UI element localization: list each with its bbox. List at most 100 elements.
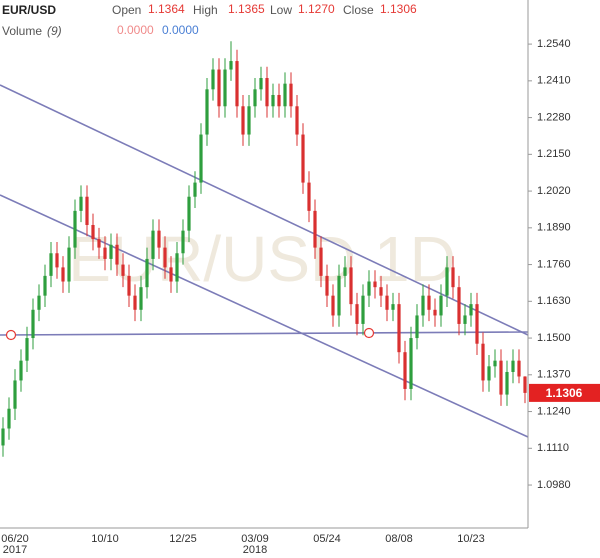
- candle-body: [523, 376, 527, 393]
- candle-body: [379, 287, 383, 296]
- candle-body: [457, 287, 461, 324]
- price-tag-label: 1.1306: [546, 386, 583, 400]
- candle-body: [259, 78, 263, 90]
- y-tick-label: 1.2540: [537, 38, 571, 50]
- open-value: 1.1364: [148, 2, 185, 16]
- y-tick-label: 1.2020: [537, 185, 571, 197]
- y-tick-label: 1.1890: [537, 222, 571, 234]
- candle-body: [319, 247, 323, 276]
- candle-body: [499, 360, 503, 395]
- x-tick-sublabel: 2017: [3, 544, 27, 556]
- candle-body: [385, 295, 389, 310]
- line-handle[interactable]: [363, 327, 375, 339]
- candle-body: [517, 360, 521, 377]
- candle-body: [391, 304, 395, 310]
- candle-body: [61, 267, 65, 282]
- candle-body: [19, 360, 23, 381]
- candle-body: [355, 304, 359, 324]
- y-tick-label: 1.1240: [537, 405, 571, 417]
- x-tick-label: 06/20: [1, 533, 29, 545]
- candle-body: [13, 380, 17, 409]
- candle-body: [109, 244, 113, 259]
- candle-body: [463, 315, 467, 324]
- symbol: EUR/USD: [2, 3, 56, 17]
- y-tick-label: 1.1370: [537, 369, 571, 381]
- candle-body: [307, 182, 311, 211]
- trend-line: [0, 84, 529, 336]
- candle-body: [469, 304, 473, 316]
- x-tick-label: 12/25: [169, 533, 197, 545]
- candle-body: [265, 78, 269, 107]
- candle-body: [241, 106, 245, 135]
- volume-value: 0.0000: [162, 23, 199, 37]
- candle-body: [121, 264, 125, 276]
- high-value: 1.1365: [228, 2, 265, 16]
- candle-body: [373, 281, 377, 288]
- candle-body: [313, 210, 317, 248]
- close-value: 1.1306: [380, 2, 417, 16]
- candle-body: [37, 295, 41, 310]
- candle-body: [367, 281, 371, 296]
- candle-body: [115, 244, 119, 265]
- candle-body: [271, 94, 275, 107]
- candle-body: [31, 309, 35, 339]
- candle-body: [331, 295, 335, 316]
- candle-body: [325, 275, 329, 296]
- candle-body: [97, 239, 101, 248]
- candle-body: [505, 371, 509, 395]
- candle-body: [433, 309, 437, 316]
- y-tick-label: 1.2150: [537, 148, 571, 160]
- candle-body: [55, 253, 59, 268]
- volume-value: 0.0000: [117, 23, 154, 37]
- line-handle[interactable]: [5, 329, 17, 341]
- candle-body: [169, 267, 173, 282]
- candle-body: [79, 196, 83, 211]
- candle-body: [235, 61, 239, 107]
- x-tick-sublabel: 2018: [243, 544, 267, 556]
- x-tick-label: 10/10: [91, 533, 119, 545]
- candle-body: [475, 304, 479, 344]
- candle-body: [301, 134, 305, 183]
- y-tick-label: 1.2410: [537, 75, 571, 87]
- candle-body: [199, 134, 203, 183]
- open-label: Open: [112, 3, 141, 17]
- y-tick-label: 1.0980: [537, 479, 571, 491]
- candle-body: [139, 287, 143, 310]
- candle-body: [181, 230, 185, 254]
- close-label: Close: [343, 3, 374, 17]
- candle-body: [295, 106, 299, 135]
- candle-body: [229, 61, 233, 70]
- x-tick-label: 03/09: [241, 533, 269, 545]
- candle-body: [151, 230, 155, 259]
- candle-body: [217, 69, 221, 107]
- y-tick-label: 1.2280: [537, 111, 571, 123]
- x-tick-label: 05/24: [313, 533, 341, 545]
- candle-body: [145, 258, 149, 288]
- candle-body: [127, 275, 131, 296]
- candle-body: [337, 275, 341, 316]
- price-tag: [529, 383, 600, 402]
- candle-body: [85, 196, 89, 225]
- candle-body: [409, 338, 413, 389]
- candle-body: [73, 210, 77, 248]
- candles: [1, 41, 527, 457]
- candle-body: [253, 89, 257, 107]
- x-tick-label: 08/08: [385, 533, 413, 545]
- candle-body: [481, 343, 485, 381]
- horizontal-line: [0, 331, 529, 336]
- candle-body: [427, 295, 431, 310]
- low-label: Low: [270, 3, 292, 17]
- candle-body: [247, 106, 251, 135]
- y-tick-label: 1.1500: [537, 332, 571, 344]
- candle-body: [277, 94, 281, 107]
- candle-body: [451, 267, 455, 288]
- candle-body: [511, 360, 515, 372]
- candle-body: [43, 275, 47, 296]
- candle-body: [91, 224, 95, 240]
- volume-label: Volume: [2, 24, 42, 38]
- candle-body: [163, 247, 167, 268]
- y-tick-label: 1.1760: [537, 258, 571, 270]
- candle-body: [289, 83, 293, 107]
- candle-body: [397, 304, 401, 353]
